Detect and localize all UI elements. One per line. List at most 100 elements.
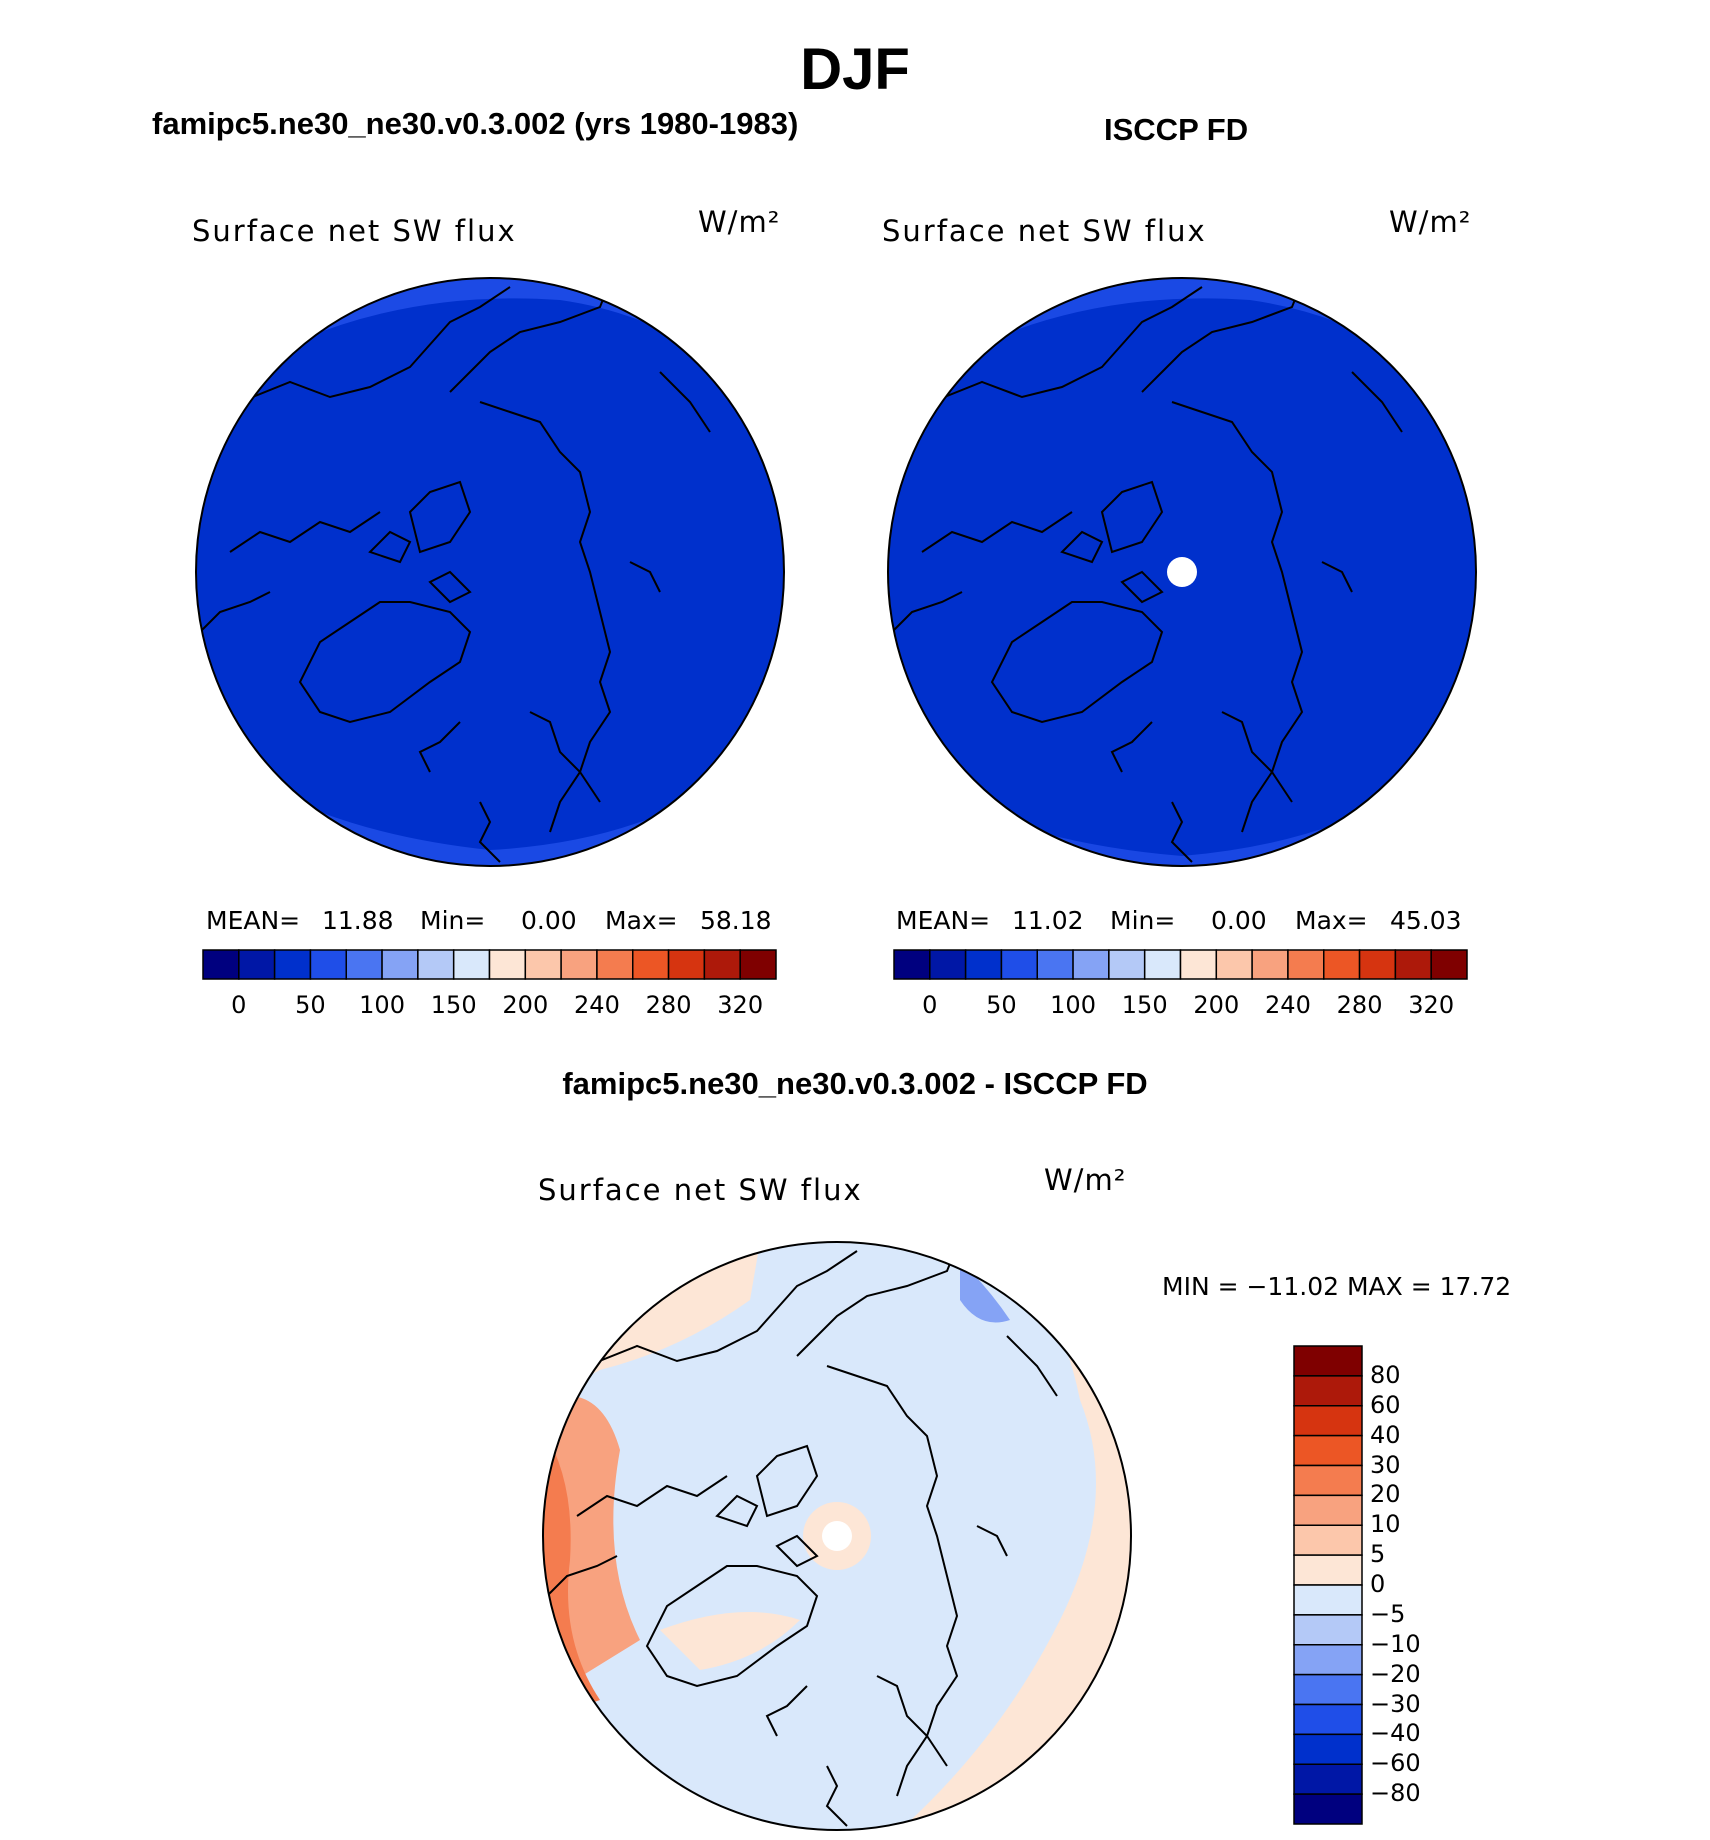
left-colorbar-box [381, 949, 419, 980]
left-max-value: 58.18 [700, 906, 772, 935]
diff-colorbar-tick-label: −10 [1370, 1629, 1421, 1658]
right-colorbar-tick-label: 50 [986, 991, 1017, 1019]
left-colorbar-box [667, 949, 706, 980]
difference-panel-title: famipc5.ne30_ne30.v0.3.002 - ISCCP FD [562, 1066, 1148, 1101]
diff-colorbar [1293, 1345, 1363, 1825]
right-colorbar-box [1251, 949, 1289, 980]
left-mean-value: 11.88 [322, 906, 394, 935]
diff-colorbar-box [1293, 1434, 1363, 1467]
diff-colorbar-box [1293, 1375, 1363, 1407]
right-colorbar-box [1394, 949, 1432, 980]
diff-colorbar-tick-label: 40 [1370, 1420, 1401, 1449]
diff-colorbar-box [1293, 1703, 1363, 1736]
right-pole-gap [1167, 557, 1197, 587]
left-colorbar-box [560, 949, 598, 980]
right-variable-label: Surface net SW flux [882, 214, 1207, 248]
figure-title: DJF [800, 37, 910, 102]
left-mean-label: MEAN= [206, 906, 301, 935]
right-colorbar-tick-label: 280 [1336, 991, 1383, 1019]
left-colorbar-box [238, 949, 276, 980]
diff-colorbar-box [1293, 1644, 1363, 1676]
right-max-value: 45.03 [1390, 906, 1462, 935]
diff-colorbar-box [1293, 1584, 1363, 1616]
left-colorbar-box [309, 949, 347, 980]
diff-min-max: MIN = −11.02 MAX = 17.72 [1162, 1272, 1512, 1301]
left-colorbar-tick-label: 0 [231, 991, 247, 1019]
left-max-label: Max= [605, 906, 678, 935]
right-colorbar-tick-label: 320 [1408, 991, 1455, 1019]
right-mean-value: 11.02 [1012, 906, 1084, 935]
diff-colorbar-box [1293, 1405, 1363, 1437]
left-min-value: 0.00 [521, 906, 577, 935]
left-colorbar-box [739, 949, 777, 980]
diff-map-border [542, 1241, 1132, 1831]
diff-colorbar-tick-label: −60 [1370, 1749, 1421, 1778]
left-variable-label: Surface net SW flux [192, 214, 517, 248]
right-map-border [887, 277, 1477, 867]
right-max-label: Max= [1295, 906, 1368, 935]
right-colorbar [893, 949, 1468, 980]
diff-colorbar-tick-label: 10 [1370, 1510, 1401, 1539]
right-colorbar-box [1036, 949, 1074, 980]
diff-colorbar-box [1293, 1554, 1363, 1586]
diff-colorbar-box [1293, 1793, 1363, 1825]
left-colorbar-tick-label: 240 [574, 991, 620, 1019]
diff-colorbar-tick-label: 5 [1370, 1540, 1386, 1569]
diff-map [543, 1242, 1131, 1830]
left-colorbar-tick-label: 320 [717, 991, 764, 1019]
left-units-label: W/m² [698, 205, 781, 239]
diff-colorbar-tick-label: −20 [1370, 1659, 1421, 1688]
diff-colorbar-tick-label: −80 [1370, 1779, 1421, 1808]
diff-colorbar-box [1293, 1464, 1363, 1497]
diff-colorbar-tick-label: −5 [1370, 1599, 1406, 1628]
left-colorbar-tick-label: 200 [502, 991, 549, 1019]
left-colorbar-tick-label: 280 [645, 991, 692, 1019]
right-colorbar-tick-label: 240 [1265, 991, 1311, 1019]
left-colorbar-box [273, 949, 312, 980]
right-colorbar-box [1108, 949, 1146, 980]
left-colorbar-tick-label: 50 [295, 991, 326, 1019]
left-panel-title: famipc5.ne30_ne30.v0.3.002 (yrs 1980-198… [152, 106, 799, 141]
right-min-value: 0.00 [1211, 906, 1267, 935]
right-colorbar-box [893, 949, 931, 980]
left-colorbar-box [488, 949, 527, 980]
diff-colorbar-box [1293, 1524, 1363, 1556]
left-colorbar-box [596, 949, 634, 980]
right-colorbar-tick-label: 100 [1050, 991, 1096, 1019]
left-map [196, 278, 784, 866]
diff-colorbar-tick-label: 80 [1370, 1360, 1401, 1389]
right-colorbar-box [1000, 949, 1038, 980]
diff-colorbar-tick-label: −40 [1370, 1719, 1421, 1748]
right-colorbar-tick-label: 150 [1121, 991, 1168, 1019]
right-colorbar-box [1215, 949, 1253, 980]
left-colorbar-box [632, 949, 670, 980]
left-colorbar-box [524, 949, 562, 980]
left-colorbar-box [452, 949, 491, 980]
left-colorbar-tick-label: 150 [430, 991, 477, 1019]
diff-colorbar-box [1293, 1494, 1363, 1526]
right-colorbar-tick-label: 200 [1193, 991, 1240, 1019]
diff-colorbar-tick-label: 0 [1370, 1570, 1386, 1598]
right-colorbar-tick-label: 0 [922, 991, 938, 1019]
right-units-label: W/m² [1389, 205, 1472, 239]
diff-colorbar-box [1293, 1614, 1363, 1646]
left-colorbar-box [345, 949, 383, 980]
right-panel-title: ISCCP FD [1104, 112, 1249, 147]
diff-pole-gap [822, 1521, 852, 1551]
diff-colorbar-tick-label: −30 [1370, 1689, 1421, 1718]
diff-colorbar-tick-label: 20 [1370, 1480, 1401, 1509]
left-map-border [195, 277, 785, 867]
diff-colorbar-tick-label: 30 [1370, 1450, 1401, 1479]
right-colorbar-box [1143, 949, 1182, 980]
diff-colorbar-box [1293, 1345, 1363, 1377]
diff-colorbar-box [1293, 1763, 1363, 1795]
diff-units-label: W/m² [1044, 1163, 1127, 1197]
right-min-label: Min= [1110, 906, 1176, 935]
right-colorbar-box [1323, 949, 1361, 980]
right-colorbar-box [1358, 949, 1397, 980]
diff-colorbar-box [1293, 1733, 1363, 1765]
right-colorbar-box [1072, 949, 1110, 980]
diff-colorbar-box [1293, 1673, 1363, 1706]
right-colorbar-box [929, 949, 967, 980]
